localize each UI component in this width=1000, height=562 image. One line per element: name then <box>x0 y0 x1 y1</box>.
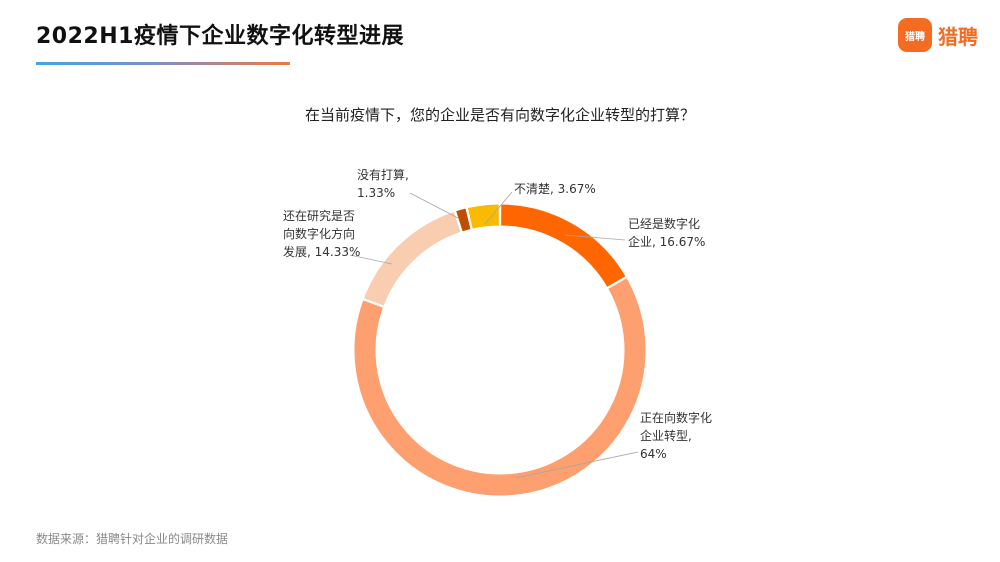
slice-label: 没有打算, 1.33% <box>357 167 409 200</box>
page-title: 2022H1疫情下企业数字化转型进展 <box>36 24 404 49</box>
slice-label-line: 企业, 16.67% <box>628 234 705 249</box>
leader-line <box>514 451 639 479</box>
slice-label-line: 64% <box>640 447 667 461</box>
title-underline <box>36 62 290 65</box>
chart-title: 在当前疫情下，您的企业是否有向数字化企业转型的打算？ <box>304 106 695 124</box>
slice-label-line: 已经是数字化 <box>628 216 700 231</box>
liepin-logo: 猎聘 猎聘 <box>898 18 978 52</box>
donut-slice <box>362 210 462 307</box>
logo-text: 猎聘 <box>938 24 978 49</box>
donut-slice <box>353 276 647 497</box>
slice-label-line: 正在向数字化 <box>640 410 712 425</box>
donut-slice <box>466 203 500 230</box>
leader-line <box>484 191 513 225</box>
slice-label-line: 向数字化方向 <box>283 226 355 241</box>
leader-line <box>349 254 393 265</box>
slice-label-line: 不清楚, 3.67% <box>514 182 596 196</box>
slice-label: 已经是数字化企业, 16.67% <box>628 216 705 249</box>
logo-icon: 猎聘 <box>898 18 932 52</box>
slice-label: 正在向数字化企业转型, 64% <box>640 410 712 461</box>
leader-line <box>564 234 626 241</box>
slice-label-line: 没有打算, <box>357 167 409 182</box>
slice-label-line: 企业转型, <box>640 428 692 443</box>
slice-label: 还在研究是否向数字化方向发展, 14.33% <box>283 208 360 259</box>
donut-slice <box>500 203 627 289</box>
donut-slice <box>454 207 472 233</box>
slice-label-line: 还在研究是否 <box>283 208 355 223</box>
data-source-note: 数据来源：猎聘针对企业的调研数据 <box>36 532 229 546</box>
slice-label-line: 发展, 14.33% <box>283 244 360 259</box>
leader-line <box>409 192 459 219</box>
slice-label: 不清楚, 3.67% <box>514 182 596 196</box>
slice-label-line: 1.33% <box>357 186 395 200</box>
